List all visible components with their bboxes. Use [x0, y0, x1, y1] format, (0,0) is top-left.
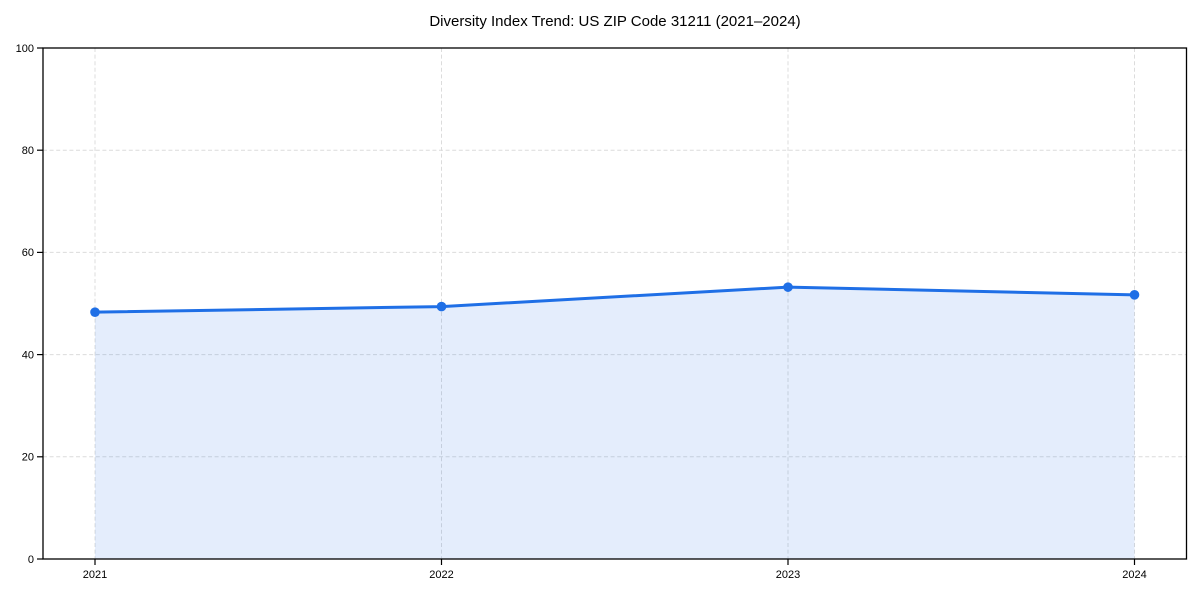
- plot-border: [42, 47, 1188, 560]
- y-tick-label: 0: [28, 554, 34, 566]
- area-fill: [95, 287, 1135, 559]
- y-tick-label: 20: [22, 452, 34, 464]
- x-tick-label: 2021: [83, 569, 107, 581]
- data-point-2021: [90, 307, 100, 317]
- data-point-2022: [436, 301, 447, 312]
- x-tick-label: 2024: [1122, 569, 1146, 581]
- y-tick-label: 40: [22, 349, 34, 361]
- y-tick-label: 60: [22, 247, 34, 259]
- y-tick-label: 80: [22, 145, 34, 157]
- data-point-2023: [783, 282, 793, 292]
- y-tick-label: 100: [16, 43, 34, 55]
- data-point-2024: [1129, 290, 1140, 300]
- chart-title: Diversity Index Trend: US ZIP Code 31211…: [429, 13, 801, 30]
- x-tick-label: 2023: [776, 569, 800, 581]
- x-tick-label: 2022: [429, 569, 453, 581]
- trend-line: [93, 285, 1136, 314]
